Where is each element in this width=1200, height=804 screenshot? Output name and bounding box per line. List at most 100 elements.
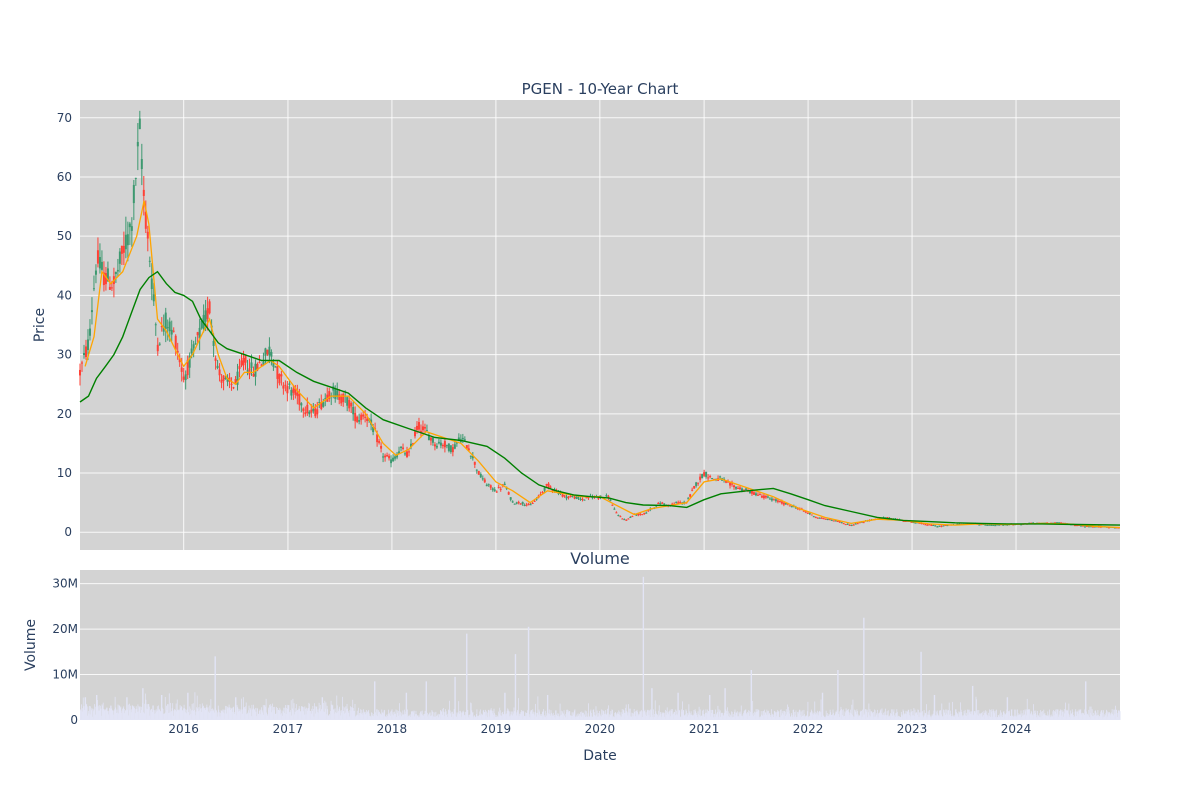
candle-body	[130, 226, 133, 231]
volume-bar	[301, 706, 303, 720]
volume-bar	[395, 709, 397, 720]
volume-bar	[574, 709, 576, 720]
candle-body	[160, 325, 163, 328]
volume-bar	[250, 709, 252, 720]
volume-bar	[944, 714, 946, 720]
candle-body	[214, 358, 217, 361]
volume-bar	[465, 711, 466, 720]
volume-bar	[633, 708, 635, 720]
volume-bar	[607, 712, 609, 720]
volume-bar	[540, 714, 542, 720]
volume-bar-spike	[709, 695, 711, 720]
candle-body	[902, 520, 905, 522]
candle-body	[358, 420, 361, 422]
volume-bar	[556, 716, 558, 720]
price-y-axis-title: Price	[32, 308, 48, 342]
volume-bar-spike	[933, 695, 936, 720]
volume-bar	[312, 705, 314, 720]
volume-bar	[329, 715, 331, 720]
candle-body	[338, 394, 341, 400]
candle-body	[677, 502, 680, 504]
candle-body	[1091, 526, 1094, 528]
volume-bar	[728, 716, 730, 720]
volume-bar	[939, 710, 940, 720]
volume-bar	[90, 710, 92, 720]
volume-bar	[150, 710, 151, 720]
volume-bar	[1110, 715, 1111, 720]
volume-bar	[649, 710, 650, 720]
volume-bar	[601, 714, 603, 720]
volume-bar	[634, 711, 636, 720]
volume-bar	[792, 717, 793, 720]
volume-bar	[609, 714, 611, 720]
volume-bar	[738, 712, 740, 720]
volume-bar	[390, 715, 392, 720]
volume-bar	[595, 716, 596, 720]
volume-bar	[695, 712, 697, 720]
volume-bar	[694, 713, 695, 720]
volume-bar	[549, 714, 551, 720]
volume-bar	[127, 704, 129, 720]
volume-bar	[434, 712, 436, 720]
candle-body	[413, 431, 416, 437]
volume-bar	[145, 699, 147, 720]
volume-bar	[861, 716, 863, 720]
volume-bar	[239, 709, 241, 720]
volume-bar	[156, 706, 158, 720]
volume-bar	[951, 716, 952, 720]
candle-body	[435, 445, 438, 448]
volume-bar	[667, 714, 669, 720]
candle-body	[571, 495, 574, 497]
candle-body	[858, 522, 861, 524]
volume-bar	[298, 708, 299, 720]
volume-bar	[921, 712, 923, 720]
volume-bar	[588, 716, 590, 720]
volume-bar	[398, 715, 400, 720]
volume-bar	[1055, 709, 1057, 720]
volume-bar	[695, 711, 697, 720]
volume-bar-spike	[821, 692, 824, 720]
volume-bar	[594, 715, 596, 720]
volume-bar	[1100, 711, 1102, 720]
volume-bar	[1050, 714, 1052, 720]
volume-bar	[139, 712, 141, 720]
candle-body	[575, 496, 578, 499]
volume-bar	[258, 714, 260, 720]
volume-bar	[520, 712, 522, 720]
volume-bar	[1029, 709, 1030, 720]
volume-bar	[292, 698, 294, 720]
candle-body	[733, 485, 736, 488]
volume-bar	[377, 710, 379, 720]
volume-bar	[971, 711, 972, 720]
volume-bar	[904, 714, 906, 720]
volume-bar	[1114, 713, 1116, 720]
candle-body	[852, 524, 855, 526]
volume-bar	[1109, 713, 1111, 720]
candle-body	[282, 385, 285, 389]
volume-bar	[1012, 715, 1014, 720]
candle-body	[196, 332, 199, 336]
volume-bar	[474, 717, 476, 720]
volume-bar	[377, 716, 379, 720]
volume-bar	[955, 709, 957, 720]
volume-bar	[538, 714, 539, 720]
volume-bar	[645, 712, 647, 720]
candle-body	[90, 310, 93, 313]
volume-bar	[1021, 717, 1022, 720]
volume-bar	[797, 712, 799, 720]
candle-body	[296, 392, 299, 397]
volume-bar	[810, 712, 812, 720]
volume-bar	[185, 713, 187, 720]
volume-bar	[168, 693, 170, 720]
candle-body	[388, 455, 391, 459]
volume-bar	[83, 709, 85, 720]
volume-bar	[176, 699, 178, 720]
volume-bar	[923, 710, 925, 720]
candle-body	[445, 445, 448, 447]
volume-bar	[906, 711, 908, 720]
volume-bar	[1090, 712, 1091, 720]
volume-bar	[560, 710, 562, 720]
volume-bar	[742, 714, 744, 720]
volume-y-tick-label: 20M	[52, 622, 78, 636]
volume-bar	[400, 712, 402, 720]
